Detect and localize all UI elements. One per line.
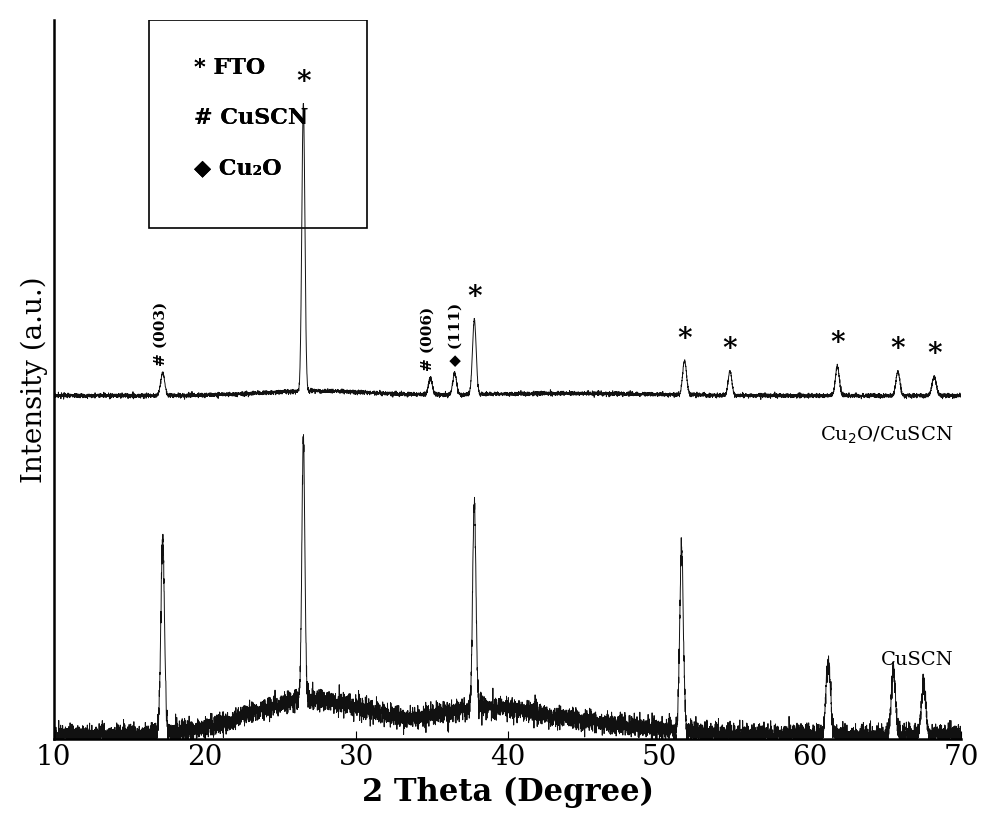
Text: *: * [830, 330, 845, 357]
Text: *: * [296, 69, 311, 96]
Text: *: * [927, 341, 941, 368]
Text: ◆ (111): ◆ (111) [449, 302, 463, 365]
Text: # (003): # (003) [154, 301, 168, 366]
Text: # CuSCN: # CuSCN [194, 107, 309, 129]
FancyBboxPatch shape [149, 21, 367, 229]
Text: *: * [891, 336, 905, 363]
Text: * FTO: * FTO [194, 56, 266, 79]
Y-axis label: Intensity (a.u.): Intensity (a.u.) [21, 277, 48, 483]
Text: *: * [467, 284, 482, 310]
Text: ◆ Cu₂O: ◆ Cu₂O [194, 157, 282, 179]
Text: *: * [677, 325, 692, 352]
Text: CuSCN: CuSCN [881, 650, 954, 667]
Text: # CuSCN: # CuSCN [194, 107, 309, 129]
Text: * FTO: * FTO [194, 56, 266, 79]
X-axis label: 2 Theta (Degree): 2 Theta (Degree) [362, 776, 654, 807]
Text: # (006): # (006) [420, 306, 434, 370]
Text: Cu$_2$O/CuSCN: Cu$_2$O/CuSCN [820, 424, 954, 445]
Text: *: * [723, 336, 737, 363]
Text: ◆ Cu₂O: ◆ Cu₂O [194, 157, 282, 179]
